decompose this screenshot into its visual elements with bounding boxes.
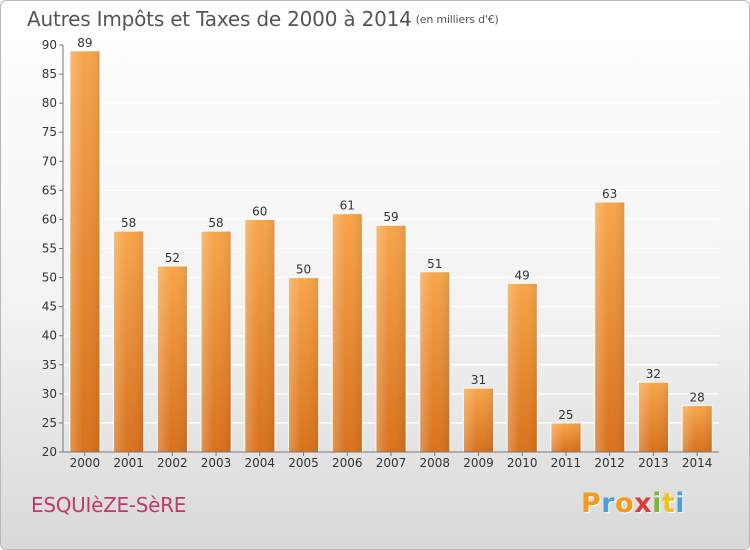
data-label: 49 bbox=[515, 268, 530, 282]
chart-title-text: Autres Impôts et Taxes de 2000 à 2014 bbox=[27, 7, 412, 31]
y-tick-label: 60 bbox=[42, 212, 57, 226]
x-tick-label: 2006 bbox=[332, 456, 363, 470]
y-tick-label: 70 bbox=[42, 154, 57, 168]
x-tick-label: 2004 bbox=[245, 456, 276, 470]
x-tick-label: 2009 bbox=[463, 456, 494, 470]
data-label: 61 bbox=[340, 199, 355, 213]
bar-sheen bbox=[244, 219, 275, 452]
bar-sheen bbox=[594, 201, 625, 452]
bar-sheen bbox=[419, 271, 450, 452]
logo-letter: t bbox=[661, 488, 676, 519]
y-tick-label: 45 bbox=[42, 300, 57, 314]
chart-subtitle: (en milliers d'€) bbox=[415, 13, 499, 26]
axes: 20 25 30 35 40 45 50 55 60 65 70 75 80 85 90 2000 2001 20… bbox=[42, 38, 719, 470]
y-tick-label: 40 bbox=[42, 329, 57, 343]
data-label: 28 bbox=[689, 390, 704, 404]
data-label: 31 bbox=[471, 373, 486, 387]
bar-sheen bbox=[288, 277, 319, 452]
bar-sheen bbox=[682, 405, 713, 452]
x-tick-label: 2005 bbox=[288, 456, 319, 470]
data-label: 58 bbox=[121, 216, 136, 230]
y-tick-label: 35 bbox=[42, 358, 57, 372]
y-tick-label: 80 bbox=[42, 96, 57, 110]
data-label: 50 bbox=[296, 263, 311, 277]
y-tick-label: 85 bbox=[42, 67, 57, 81]
logo-letter: o bbox=[615, 488, 635, 519]
bar-sheen bbox=[550, 422, 582, 452]
bar-sheen bbox=[332, 213, 363, 452]
y-tick-label: 65 bbox=[42, 183, 57, 197]
x-tick-label: 2002 bbox=[157, 456, 188, 470]
chart-title: Autres Impôts et Taxes de 2000 à 2014 (en… bbox=[27, 7, 499, 31]
y-tick-label: 20 bbox=[42, 445, 57, 459]
y-tick-label: 25 bbox=[42, 416, 57, 430]
x-tick-label: 2007 bbox=[376, 456, 407, 470]
bar-sheen bbox=[69, 50, 100, 453]
data-label: 25 bbox=[558, 408, 573, 422]
commune-name: ESQUIèZE-SèRE bbox=[31, 493, 187, 517]
data-label: 52 bbox=[165, 251, 180, 265]
x-tick-label: 2011 bbox=[551, 456, 582, 470]
x-tick-label: 2012 bbox=[594, 456, 625, 470]
bar-sheen bbox=[463, 388, 494, 452]
bar-sheen bbox=[157, 265, 188, 452]
x-tick-label: 2000 bbox=[70, 456, 101, 470]
x-tick-label: 2003 bbox=[201, 456, 232, 470]
proxiti-logo[interactable]: Proxiti bbox=[581, 488, 685, 519]
y-tick-label: 75 bbox=[42, 125, 57, 139]
bar-sheen bbox=[507, 283, 538, 452]
bar-sheen bbox=[375, 225, 407, 452]
data-label: 59 bbox=[383, 210, 398, 224]
x-tick-label: 2010 bbox=[507, 456, 538, 470]
y-tick-label: 50 bbox=[42, 271, 57, 285]
y-tick-label: 55 bbox=[42, 242, 57, 256]
y-tick-label: 90 bbox=[42, 38, 57, 52]
data-label: 63 bbox=[602, 187, 617, 201]
x-tick-label: 2014 bbox=[682, 456, 713, 470]
x-tick-label: 2013 bbox=[638, 456, 669, 470]
y-tick-label: 30 bbox=[42, 387, 57, 401]
bar-sheen bbox=[113, 231, 144, 452]
bar-sheen bbox=[200, 231, 232, 452]
bar-sheen bbox=[638, 382, 669, 452]
logo-letter: r bbox=[601, 488, 616, 519]
logo-letter: i bbox=[652, 488, 662, 519]
data-label: 60 bbox=[252, 204, 267, 218]
data-label: 89 bbox=[77, 36, 92, 50]
x-tick-label: 2001 bbox=[113, 456, 144, 470]
x-tick-label: 2008 bbox=[419, 456, 450, 470]
logo-letter: P bbox=[581, 488, 602, 519]
data-label: 51 bbox=[427, 257, 442, 271]
data-label: 32 bbox=[646, 367, 661, 381]
logo-letter: x bbox=[634, 488, 653, 519]
data-label: 58 bbox=[208, 216, 223, 230]
data-labels: 89 58 52 58 60 50 61 59 51 31 49 25 63 32 28 bbox=[77, 36, 705, 422]
logo-letter: i bbox=[675, 488, 686, 519]
